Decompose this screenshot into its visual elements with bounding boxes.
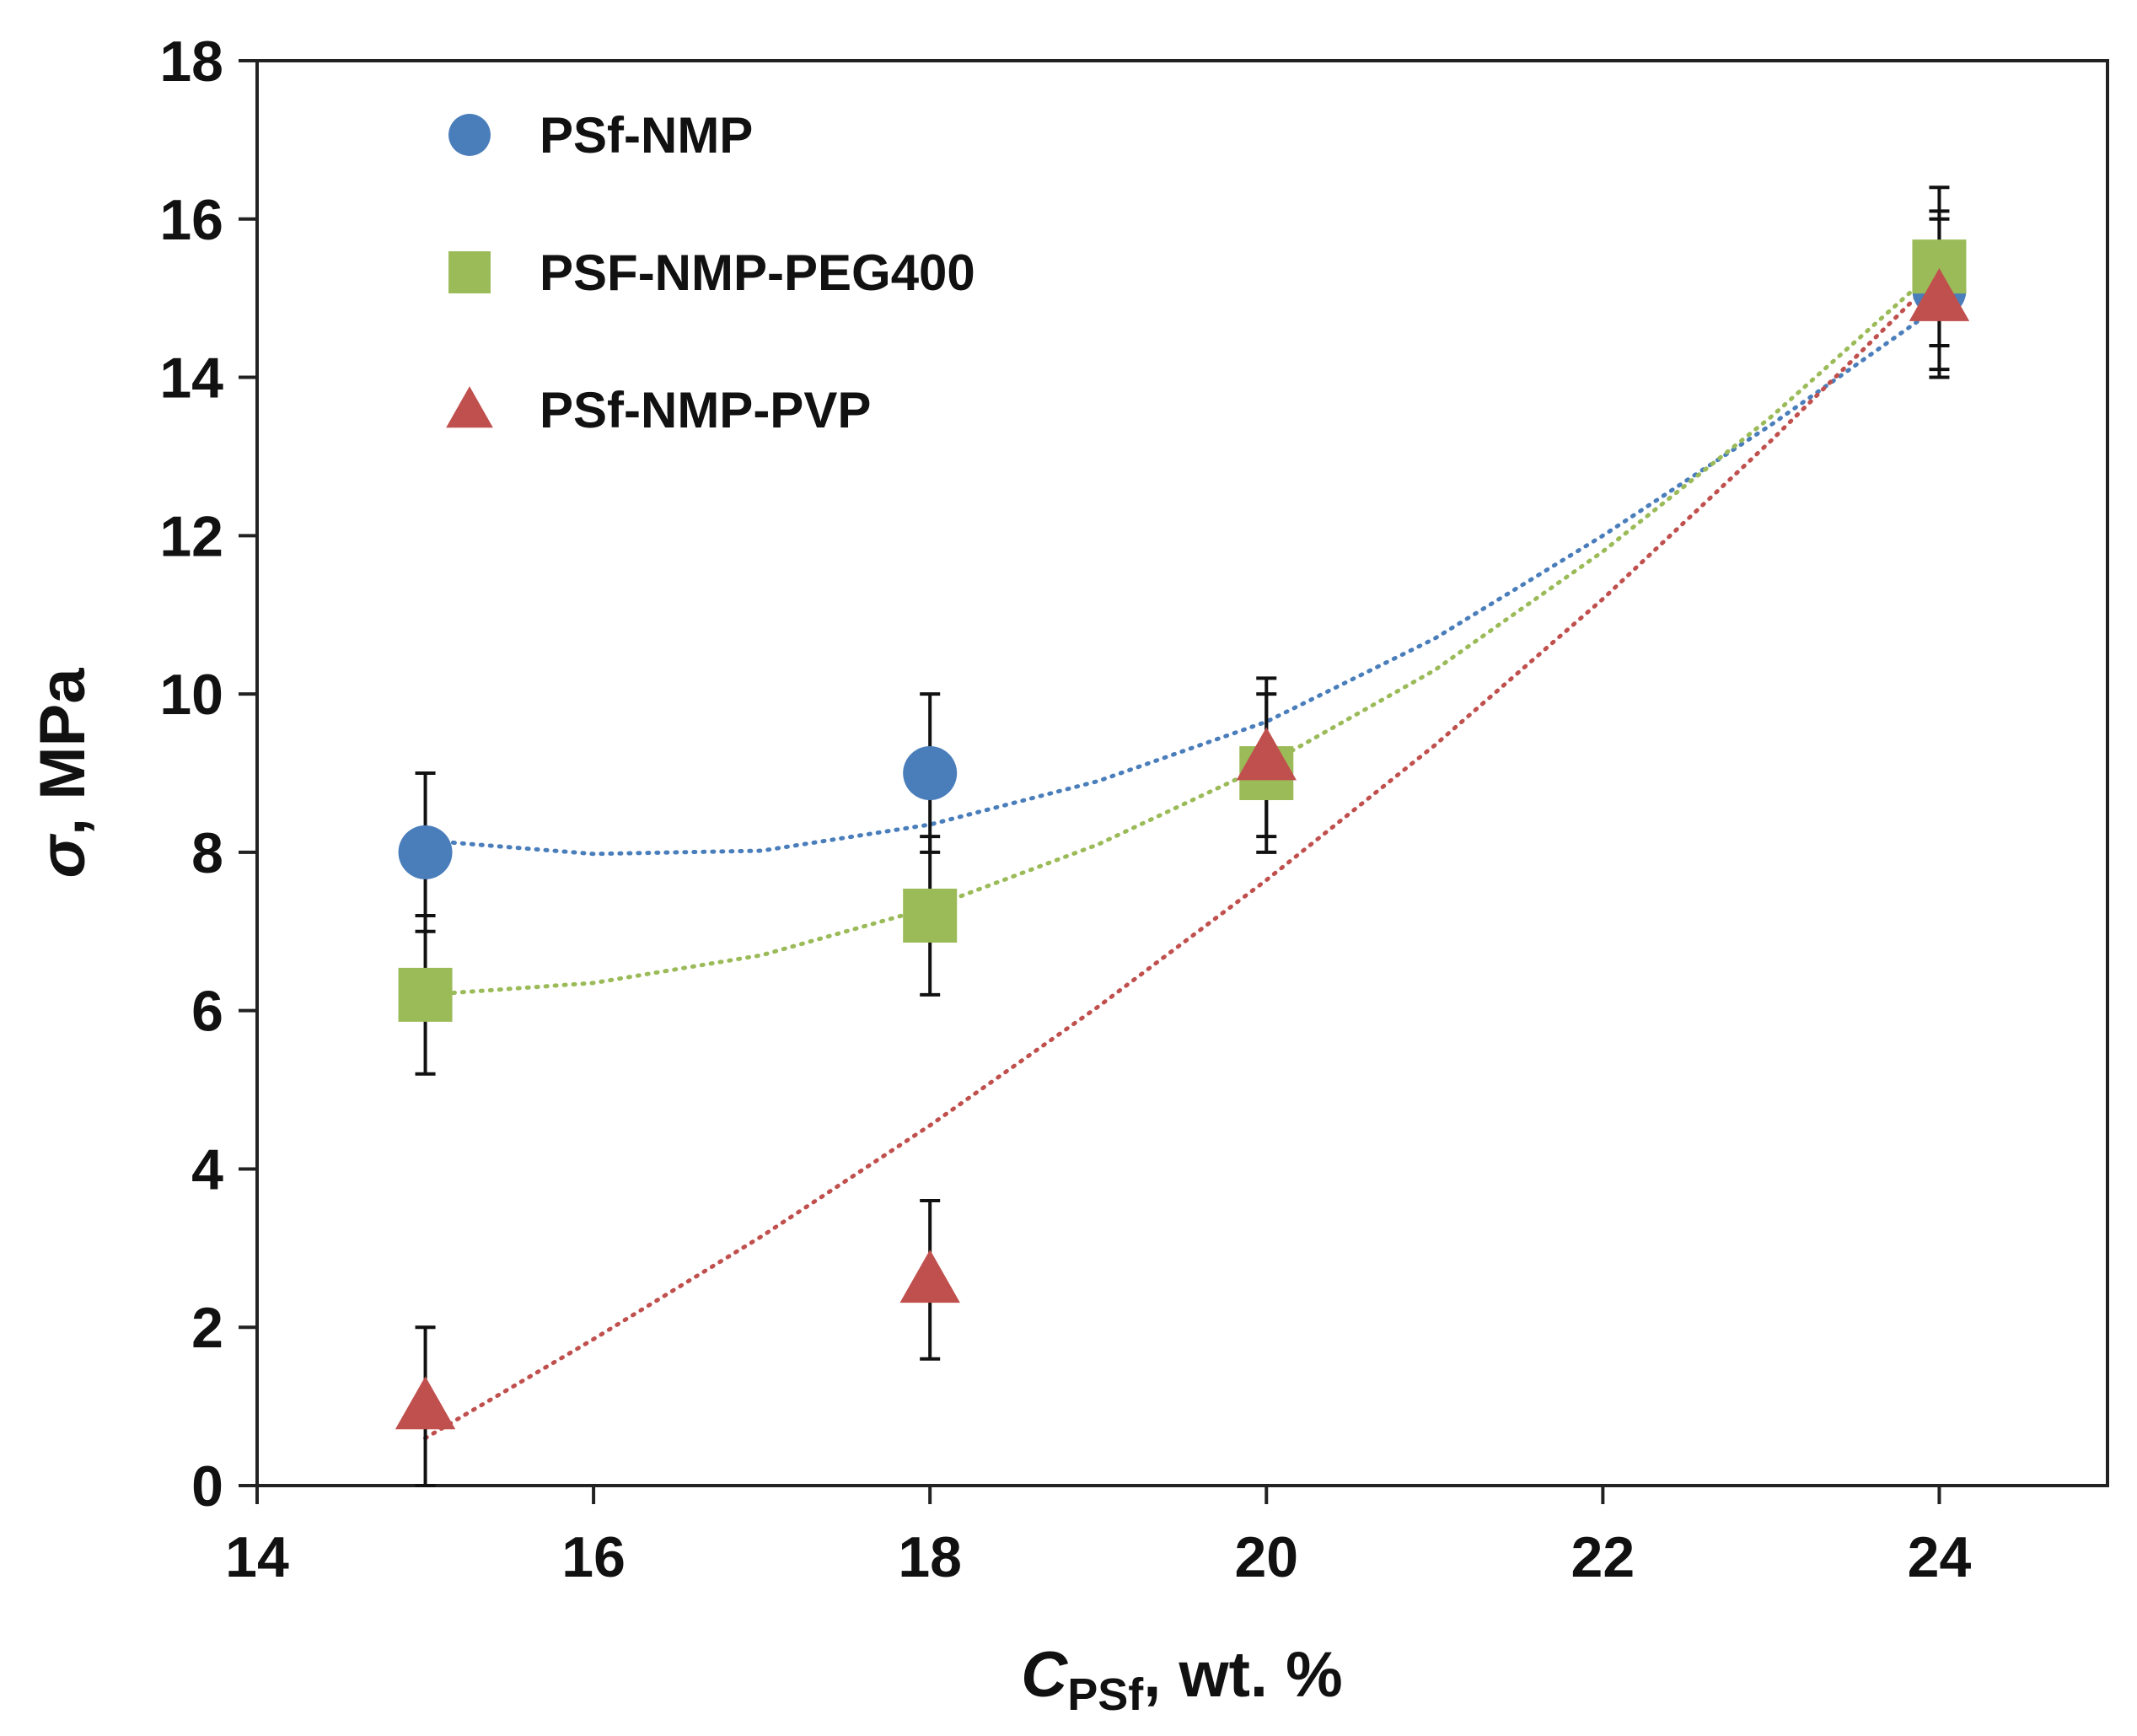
y-tick-label: 18 [159, 30, 223, 94]
y-tick-label: 16 [159, 188, 223, 252]
x-axis-title-suffix: , wt. % [1143, 1639, 1342, 1711]
plot-area [255, 59, 2109, 1487]
y-tick-label: 0 [191, 1454, 223, 1518]
data-point-triangle [899, 1250, 960, 1303]
y-axis-title-symbol: σ [27, 833, 99, 878]
legend-marker-circle [448, 114, 491, 156]
x-axis-title: CPSf, wt. % [1021, 1639, 1342, 1720]
trendlines [423, 264, 1941, 1441]
y-axis-title: σ, MPa [27, 668, 99, 879]
x-tick-label: 20 [1234, 1525, 1298, 1589]
legend-label: PSf-NMP [540, 107, 753, 164]
y-tick-label: 10 [159, 663, 223, 727]
y-tick-label: 4 [191, 1137, 223, 1201]
trendline-square [423, 264, 1941, 997]
legend-marker-square [448, 251, 491, 293]
x-tick-label: 16 [561, 1525, 626, 1589]
legend-label: PSf-NMP-PVP [540, 382, 871, 438]
y-axis-title-suffix: , MPa [27, 668, 99, 836]
legend-marker-triangle [446, 386, 493, 428]
data-point-triangle [1909, 267, 1970, 321]
y-tick-label: 2 [191, 1296, 223, 1360]
data-point-circle [398, 825, 453, 879]
data-point-square [903, 889, 958, 943]
legend: PSf-NMP PSF-NMP-PEG400 PSf-NMP-PVP [446, 107, 975, 438]
y-tick-label: 14 [159, 347, 223, 411]
x-tick-label: 14 [225, 1525, 289, 1589]
y-tick-label: 8 [191, 821, 223, 885]
y-tick-label: 12 [159, 504, 223, 568]
x-axis-title-subscript: PSf [1067, 1669, 1144, 1720]
data-point-circle [903, 746, 958, 800]
x-axis-title-symbol: C [1021, 1639, 1068, 1711]
trendline-circle [423, 304, 1941, 857]
y-tick-label: 6 [191, 980, 223, 1044]
x-tick-label: 24 [1908, 1525, 1972, 1589]
data-points [395, 239, 1970, 1430]
x-tick-label: 18 [898, 1525, 962, 1589]
x-tick-label: 22 [1571, 1525, 1635, 1589]
data-point-square [398, 967, 453, 1022]
data-point-triangle [1236, 727, 1297, 781]
legend-label: PSF-NMP-PEG400 [540, 245, 975, 301]
data-point-triangle [395, 1376, 456, 1430]
